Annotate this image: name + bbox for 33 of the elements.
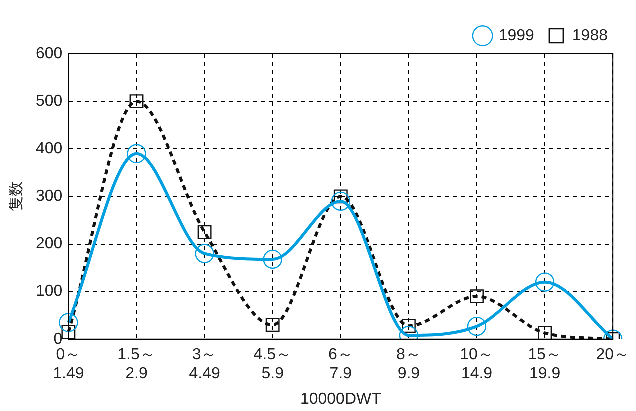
point [467,316,487,336]
x-tick-label: 1.5～2.9 [118,346,156,383]
x-tick-label: 0～1.49 [53,346,84,383]
y-tick-label: 400 [36,140,63,158]
x-tick-label: 3～4.49 [189,346,220,383]
point [127,144,146,164]
y-tick-label: 100 [36,283,63,300]
y-tick-label: 500 [36,92,63,110]
point [266,318,280,332]
x-tick-label: 8～9.9 [396,346,422,383]
x-tick-label: 10～14.9 [460,346,494,383]
point [535,272,555,292]
y-tick-label: 200 [36,236,63,253]
y-tick-label: 600 [36,45,63,62]
y-tick-label: 300 [36,188,63,206]
point [402,319,416,334]
x-axis-title: 10000DWT [300,390,382,408]
y-axis-title: 隻数 [6,182,25,212]
y-tick-label: 0 [54,330,63,348]
point [198,225,212,240]
point [263,250,282,270]
point [331,192,350,212]
legend-label: 1999 [498,27,535,44]
point [62,325,76,340]
x-tick-label: 20～ [596,346,630,364]
x-tick-label: 4.5～5.9 [254,346,292,383]
point [130,94,144,109]
legend-label: 1988 [572,27,608,44]
x-tick-label: 15～19.9 [528,346,562,383]
point [470,290,484,304]
point [195,244,214,264]
x-tick-label: 6～7.9 [328,346,354,383]
point [59,313,78,332]
